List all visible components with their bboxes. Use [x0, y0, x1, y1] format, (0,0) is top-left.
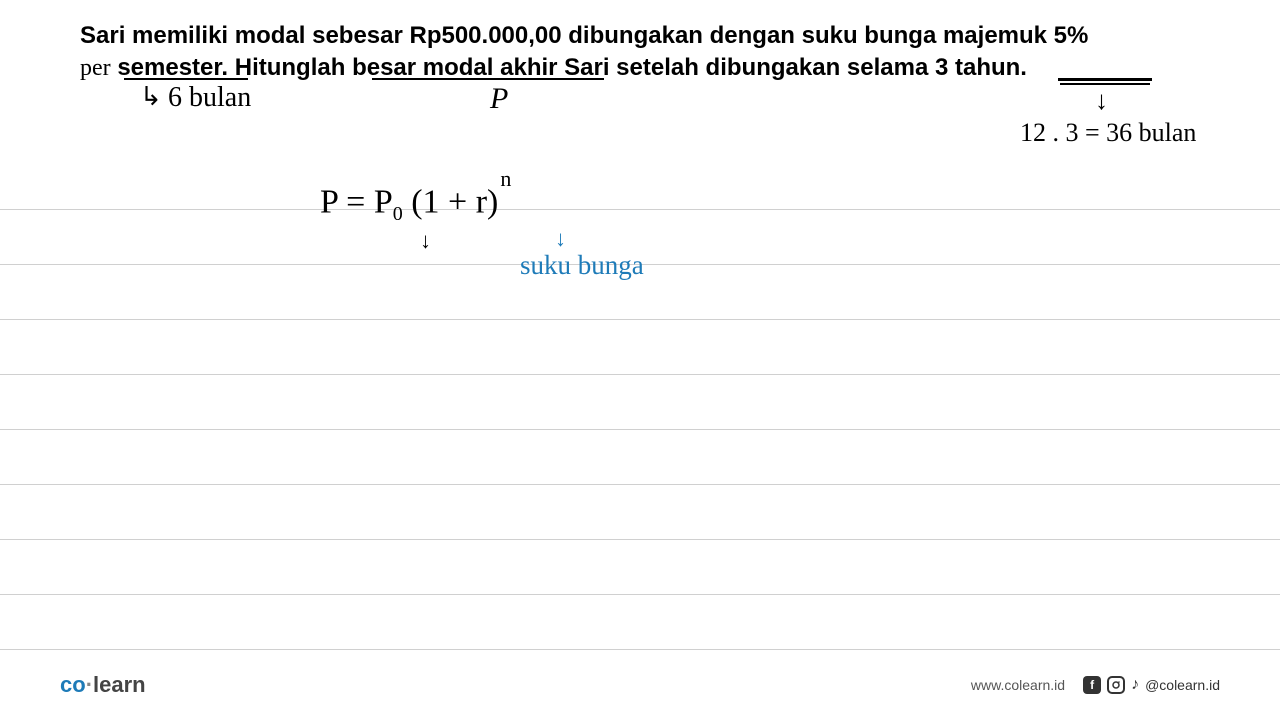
calc-36bulan: 12 . 3 = 36 bulan [1020, 118, 1196, 148]
ruled-lines [0, 155, 1280, 650]
text-6bulan: 6 bulan [168, 82, 251, 114]
formula-sub0: 0 [393, 203, 403, 225]
ruled-line [0, 485, 1280, 540]
problem-line-1: Sari memiliki modal sebesar Rp500.000,00… [80, 20, 1200, 52]
problem-line-2: per semester. Hitunglah besar modal akhi… [80, 52, 1200, 84]
arrow-under-p0: ↓ [420, 228, 431, 254]
arrow-under-r: ↓ [555, 226, 566, 252]
instagram-icon [1107, 676, 1125, 694]
facebook-icon: f [1083, 676, 1101, 694]
ruled-line [0, 595, 1280, 650]
per-annotation: per [80, 55, 111, 81]
formula: P = P0 (1 + r)n [320, 180, 509, 226]
footer: co·learn www.colearn.id f ♪ @colearn.id [0, 672, 1280, 698]
social-handle: @colearn.id [1145, 677, 1220, 693]
underline-3tahun-2 [1060, 83, 1150, 85]
footer-right: www.colearn.id f ♪ @colearn.id [971, 676, 1220, 694]
ruled-line [0, 320, 1280, 375]
footer-url: www.colearn.id [971, 677, 1065, 693]
formula-p-eq-p: P = P [320, 183, 393, 220]
underline-besar-modal [372, 78, 604, 80]
sukubunga-label: suku bunga [520, 250, 644, 281]
underline-semester [124, 78, 248, 80]
arrow-down-3tahun: ↓ [1095, 86, 1108, 116]
p-annotation: P [490, 82, 508, 116]
tiktok-icon: ♪ [1131, 676, 1139, 694]
ruled-line [0, 375, 1280, 430]
ruled-line [0, 155, 1280, 210]
logo: co·learn [60, 672, 146, 698]
arrow-6bulan: ↳ [140, 82, 162, 112]
logo-co: co [60, 672, 86, 697]
ruled-line [0, 540, 1280, 595]
social-group: f ♪ @colearn.id [1083, 676, 1220, 694]
ruled-line [0, 430, 1280, 485]
logo-dot: · [86, 672, 93, 697]
formula-paren: (1 + r) [403, 183, 499, 220]
logo-learn: learn [93, 672, 146, 697]
underline-3tahun [1058, 78, 1152, 81]
content-area: Sari memiliki modal sebesar Rp500.000,00… [0, 0, 1280, 85]
formula-exp-n: n [500, 166, 511, 191]
